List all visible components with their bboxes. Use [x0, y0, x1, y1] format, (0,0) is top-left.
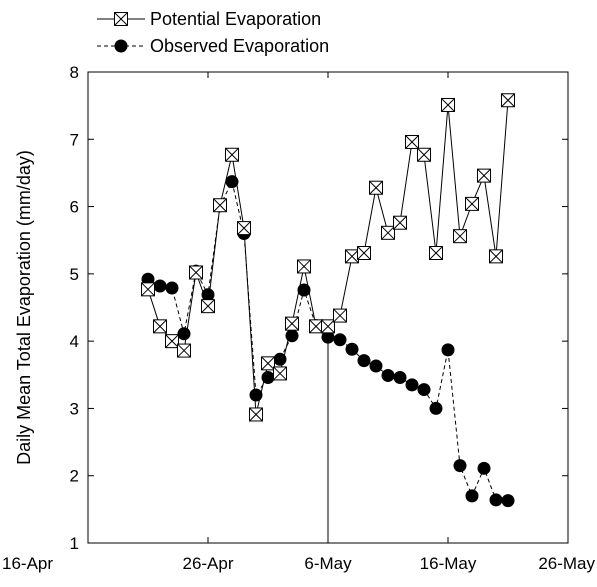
potential-point [261, 356, 275, 371]
legend-label: Potential Evaporation [150, 9, 321, 29]
y-tick-label: 7 [70, 130, 79, 149]
potential-point [333, 308, 347, 323]
potential-point [381, 225, 395, 240]
potential-point [309, 319, 323, 334]
observed-point [297, 283, 311, 297]
legend-item-observed: Observed Evaporation [97, 36, 329, 56]
potential-point [489, 249, 503, 264]
observed-point [381, 368, 395, 382]
y-axis: 1 2 3 4 5 6 7 8 [70, 63, 568, 553]
y-tick-label: 3 [70, 399, 79, 418]
potential-point [201, 299, 215, 314]
y-tick-label: 2 [70, 467, 79, 486]
legend-marker [114, 39, 128, 53]
observed-point [441, 343, 455, 357]
potential-point [417, 147, 431, 162]
y-tick-label: 5 [70, 265, 79, 284]
legend-marker [114, 12, 128, 26]
legend: Potential Evaporation Observed Evaporati… [97, 9, 329, 56]
x-tick-label: 6-May [304, 554, 352, 573]
observed-point [345, 342, 359, 356]
potential-point [177, 343, 191, 358]
x-axis: 16-Apr 26-Apr 6-May 16-May 26-May [2, 72, 595, 573]
observed-point [477, 461, 491, 475]
y-tick-label: 1 [70, 534, 79, 553]
potential-point [189, 265, 203, 280]
observed-point [357, 354, 371, 368]
y-tick-label: 4 [70, 332, 79, 351]
x-tick-label: 16-Apr [2, 554, 53, 573]
observed-point [249, 388, 263, 402]
potential-point [225, 147, 239, 162]
x-tick-label: 26-May [538, 554, 595, 573]
observed-point [165, 281, 179, 295]
potential-point [297, 259, 311, 274]
potential-point [501, 93, 515, 108]
y-axis-title: Daily Mean Total Evaporation (mm/day) [14, 150, 34, 465]
potential-point [453, 229, 467, 244]
y-tick-label: 6 [70, 198, 79, 217]
observed-point [333, 333, 347, 347]
observed-point [489, 493, 503, 507]
potential-point [153, 319, 167, 334]
observed-point [261, 370, 275, 384]
potential-point [141, 282, 155, 297]
potential-point [357, 245, 371, 260]
observed-point [153, 279, 167, 293]
potential-point [213, 198, 227, 213]
potential-point [345, 249, 359, 264]
potential-point [393, 215, 407, 230]
observed-point [285, 329, 299, 343]
potential-point [285, 316, 299, 331]
legend-item-potential: Potential Evaporation [97, 9, 321, 29]
y-tick-label: 8 [70, 63, 79, 82]
observed-point [405, 378, 419, 392]
observed-point [429, 401, 443, 415]
potential-point [405, 134, 419, 149]
observed-point [177, 327, 191, 341]
observed-point [501, 494, 515, 508]
observed-point [465, 489, 479, 503]
potential-point [429, 245, 443, 260]
series-layer [141, 93, 515, 508]
series-potential [141, 93, 515, 422]
potential-point [441, 97, 455, 112]
x-tick-label: 26-Apr [182, 554, 233, 573]
potential-point [465, 196, 479, 211]
observed-point [369, 359, 383, 373]
observed-point [225, 175, 239, 189]
series-observed [141, 175, 515, 508]
legend-label: Observed Evaporation [150, 36, 329, 56]
potential-point [369, 180, 383, 195]
potential-point [237, 221, 251, 236]
observed-point [321, 330, 335, 344]
potential-point [321, 319, 335, 334]
observed-point [393, 370, 407, 384]
observed-point [417, 383, 431, 397]
observed-point [453, 459, 467, 473]
observed-point [273, 352, 287, 366]
potential-point [273, 366, 287, 381]
potential-point [249, 407, 263, 422]
potential-point [165, 334, 179, 349]
x-tick-label: 16-May [420, 554, 477, 573]
potential-point [477, 168, 491, 183]
